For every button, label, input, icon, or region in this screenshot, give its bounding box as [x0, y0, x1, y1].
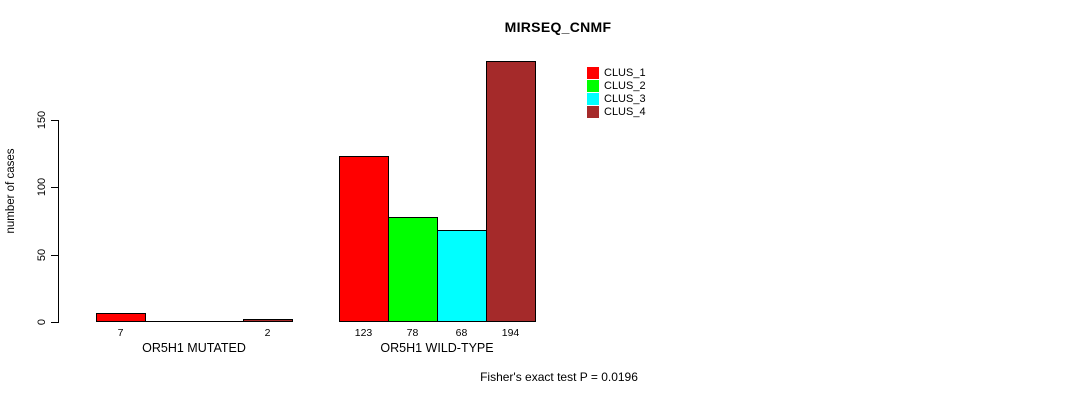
legend-label: CLUS_4 [604, 105, 646, 118]
chart-title: MIRSEQ_CNMF [504, 19, 612, 35]
y-tick-label: 0 [36, 318, 48, 326]
bar-value-label: 68 [455, 327, 468, 339]
legend-swatch [587, 66, 599, 79]
legend-item: CLUS_1 [587, 66, 646, 79]
bar [486, 61, 536, 322]
legend-item: CLUS_2 [587, 79, 646, 92]
legend-item: CLUS_4 [587, 105, 646, 118]
bar [388, 217, 438, 322]
y-axis-label: number of cases [5, 148, 17, 234]
bar-value-label: 2 [264, 327, 271, 339]
legend-item: CLUS_3 [587, 92, 646, 105]
y-tick [51, 322, 58, 323]
x-category-label: OR5H1 MUTATED [142, 341, 246, 355]
y-axis-line [58, 120, 59, 323]
legend-label: CLUS_1 [604, 66, 646, 79]
zero-height-bar [145, 321, 195, 322]
x-category-label: OR5H1 WILD-TYPE [380, 341, 494, 355]
y-tick [51, 254, 58, 256]
bar-value-label: 7 [117, 327, 124, 339]
zero-height-bar [194, 321, 244, 322]
bar-value-label: 123 [354, 327, 373, 339]
bar [339, 156, 389, 322]
bar [437, 230, 487, 322]
legend-label: CLUS_3 [604, 92, 646, 105]
y-tick-label: 150 [36, 110, 48, 130]
y-tick-label: 50 [36, 248, 48, 261]
legend-swatch [587, 79, 599, 92]
legend-label: CLUS_2 [604, 79, 646, 92]
stat-annotation: Fisher's exact test P = 0.0196 [480, 370, 638, 384]
legend-swatch [587, 92, 599, 105]
y-tick [51, 187, 58, 189]
bar-value-label: 78 [406, 327, 419, 339]
legend-swatch [587, 105, 599, 118]
bar-value-label: 194 [501, 327, 520, 339]
y-tick-label: 100 [36, 178, 48, 197]
bar [96, 313, 146, 322]
bar [243, 319, 293, 322]
legend: CLUS_1 CLUS_2 CLUS_3 CLUS_4 [587, 66, 646, 118]
y-tick [51, 120, 58, 121]
